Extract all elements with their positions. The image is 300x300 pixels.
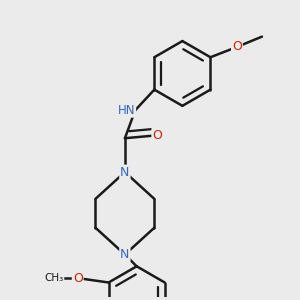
Text: O: O (73, 272, 82, 285)
Text: O: O (232, 40, 242, 53)
Text: CH₃: CH₃ (44, 273, 64, 283)
Text: N: N (120, 248, 130, 261)
Text: HN: HN (118, 104, 135, 117)
Text: N: N (120, 166, 130, 178)
Text: O: O (152, 129, 162, 142)
